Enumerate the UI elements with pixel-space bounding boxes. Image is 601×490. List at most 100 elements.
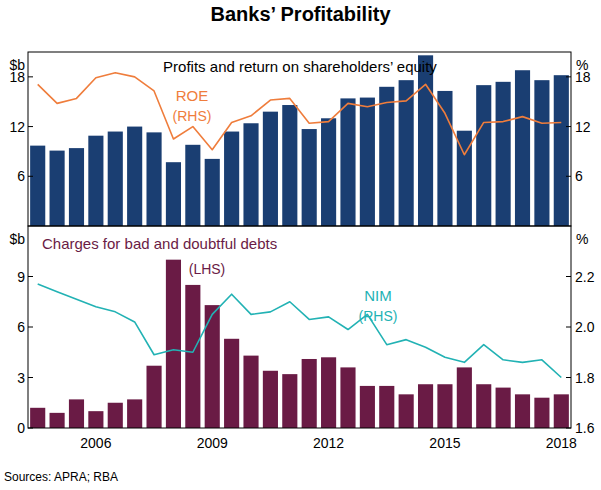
axis-unit: $b: [9, 57, 25, 73]
background: [0, 0, 601, 490]
tick-label: 6: [17, 319, 25, 335]
series-axis-note: (RHS): [173, 108, 212, 124]
bar: [534, 398, 549, 428]
bar: [437, 384, 452, 428]
tick-mark: [566, 76, 571, 77]
plot-frame: [28, 52, 571, 226]
bar: [534, 80, 549, 226]
bar: [282, 374, 297, 428]
line: [38, 284, 562, 377]
bar: [30, 146, 45, 226]
series-axis-note: (RHS): [359, 308, 398, 324]
tick-mark: [28, 126, 33, 127]
bar: [340, 367, 355, 428]
tick-mark: [566, 126, 571, 127]
bar: [224, 132, 239, 226]
chart-title: Banks’ Profitability: [210, 3, 391, 25]
tick-label: 2.0: [575, 319, 595, 335]
plot-area: [30, 55, 569, 226]
bar: [127, 127, 142, 226]
bar: [418, 384, 433, 428]
bar: [496, 388, 511, 428]
bar: [69, 148, 84, 226]
bar: [457, 367, 472, 428]
bar: [418, 55, 433, 226]
plot-area: [30, 260, 569, 428]
bar: [282, 105, 297, 226]
bar: [50, 151, 65, 226]
bar: [476, 384, 491, 428]
bar: [399, 394, 414, 428]
bar: [302, 129, 317, 226]
tick-label: 12: [9, 119, 25, 135]
bar: [554, 75, 569, 226]
bar: [185, 145, 200, 226]
bar: [321, 357, 336, 428]
bar: [166, 162, 181, 226]
series-label: ROE: [176, 87, 209, 104]
tick-label: 3: [17, 370, 25, 386]
bar: [515, 70, 530, 226]
bar: [360, 98, 375, 226]
bar: [263, 371, 278, 428]
tick-label: 6: [575, 168, 583, 184]
bar: [69, 399, 84, 428]
tick-label: 9: [17, 269, 25, 285]
bar: [108, 132, 123, 226]
panel-title: Charges for bad and doubtful debts: [42, 235, 277, 252]
tick-label: 12: [575, 119, 591, 135]
tick-label: 0: [17, 420, 25, 436]
series-axis-note: (LHS): [189, 261, 226, 277]
bar: [30, 408, 45, 428]
tick-label: 2.2: [575, 269, 595, 285]
bar: [205, 159, 220, 226]
bar: [166, 260, 181, 428]
bar: [50, 413, 65, 428]
tick-mark: [566, 276, 571, 277]
x-tick-label: 2009: [197, 435, 228, 451]
tick-mark: [28, 377, 33, 378]
tick-mark: [566, 327, 571, 328]
tick-mark: [566, 176, 571, 177]
tick-mark: [28, 276, 33, 277]
series-label: NIM: [364, 287, 392, 304]
bar: [146, 132, 161, 226]
tick-mark: [566, 377, 571, 378]
bar: [476, 85, 491, 226]
x-tick-label: 2018: [546, 435, 577, 451]
bar: [515, 394, 530, 428]
bar: [88, 411, 103, 428]
axis-unit: %: [576, 231, 588, 247]
bar: [302, 359, 317, 428]
bar: [146, 366, 161, 428]
bar: [379, 87, 394, 226]
x-tick-label: 2006: [80, 435, 111, 451]
panel-title: Profits and return on shareholders’ equi…: [163, 58, 437, 75]
bar: [379, 386, 394, 428]
tick-mark: [28, 327, 33, 328]
axis-unit: %: [576, 57, 588, 73]
plot-frame: [28, 226, 571, 428]
chart-root: Banks’ Profitability Sources: APRA; RBA 6 1…: [0, 0, 601, 490]
bar: [243, 356, 258, 428]
x-tick-label: 2012: [313, 435, 344, 451]
tick-mark: [28, 76, 33, 77]
bar: [437, 91, 452, 226]
bar: [340, 98, 355, 226]
bar: [321, 118, 336, 226]
bar: [360, 386, 375, 428]
tick-mark: [566, 428, 571, 429]
source-note: Sources: APRA; RBA: [4, 470, 118, 484]
line: [38, 73, 562, 155]
bar: [224, 339, 239, 428]
bar: [127, 399, 142, 428]
bar: [185, 285, 200, 428]
x-tick-label: 2015: [429, 435, 460, 451]
bar: [554, 394, 569, 428]
bar: [88, 136, 103, 226]
tick-mark: [28, 176, 33, 177]
axis-unit: $b: [9, 231, 25, 247]
bar: [108, 403, 123, 428]
bar: [243, 123, 258, 226]
tick-label: 1.8: [575, 370, 595, 386]
